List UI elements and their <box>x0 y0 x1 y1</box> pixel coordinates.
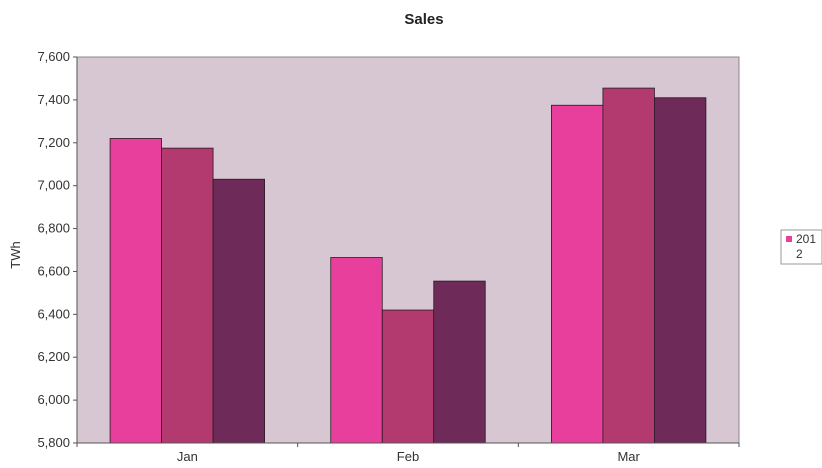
bar-group <box>109 87 707 444</box>
bar-feb-series-1 <box>330 257 383 444</box>
y-tick-label: 7,600 <box>37 49 70 64</box>
y-tick-label: 7,400 <box>37 92 70 107</box>
y-axis-label: TWh <box>8 241 23 268</box>
y-tick-label: 6,000 <box>37 392 70 407</box>
y-tick-label: 6,200 <box>37 349 70 364</box>
bar-jan-series-3 <box>212 178 265 444</box>
legend-swatch <box>786 236 792 242</box>
x-tick-label: Feb <box>397 449 419 464</box>
bar-mar-series-1 <box>551 104 604 444</box>
bar-jan-series-2 <box>161 147 214 444</box>
bar-feb-series-2 <box>381 309 435 444</box>
y-axis: 5,800 6,000 6,200 6,400 6,600 6,800 7,000 7,200… <box>37 49 78 450</box>
bar-jan-series-1 <box>109 138 162 444</box>
x-axis: Jan Feb Mar <box>76 442 740 464</box>
y-tick-label: 6,400 <box>37 306 70 321</box>
y-tick-label: 6,800 <box>37 221 70 236</box>
x-tick-label: Mar <box>617 449 640 464</box>
bar-mar-series-2 <box>602 87 655 444</box>
legend: 201 2 <box>780 229 822 265</box>
legend-entry-1: 201 <box>796 232 816 246</box>
y-tick-label: 7,000 <box>37 178 70 193</box>
bar-mar-series-3 <box>654 97 707 444</box>
y-tick-label: 5,800 <box>37 435 70 450</box>
x-tick-label: Jan <box>177 449 198 464</box>
legend-entry-2: 2 <box>796 247 803 261</box>
legend-frame <box>780 229 822 265</box>
chart-title: Sales <box>404 11 443 28</box>
y-tick-label: 7,200 <box>37 135 70 150</box>
bar-feb-series-3 <box>433 280 486 444</box>
y-tick-label: 6,600 <box>37 263 70 278</box>
